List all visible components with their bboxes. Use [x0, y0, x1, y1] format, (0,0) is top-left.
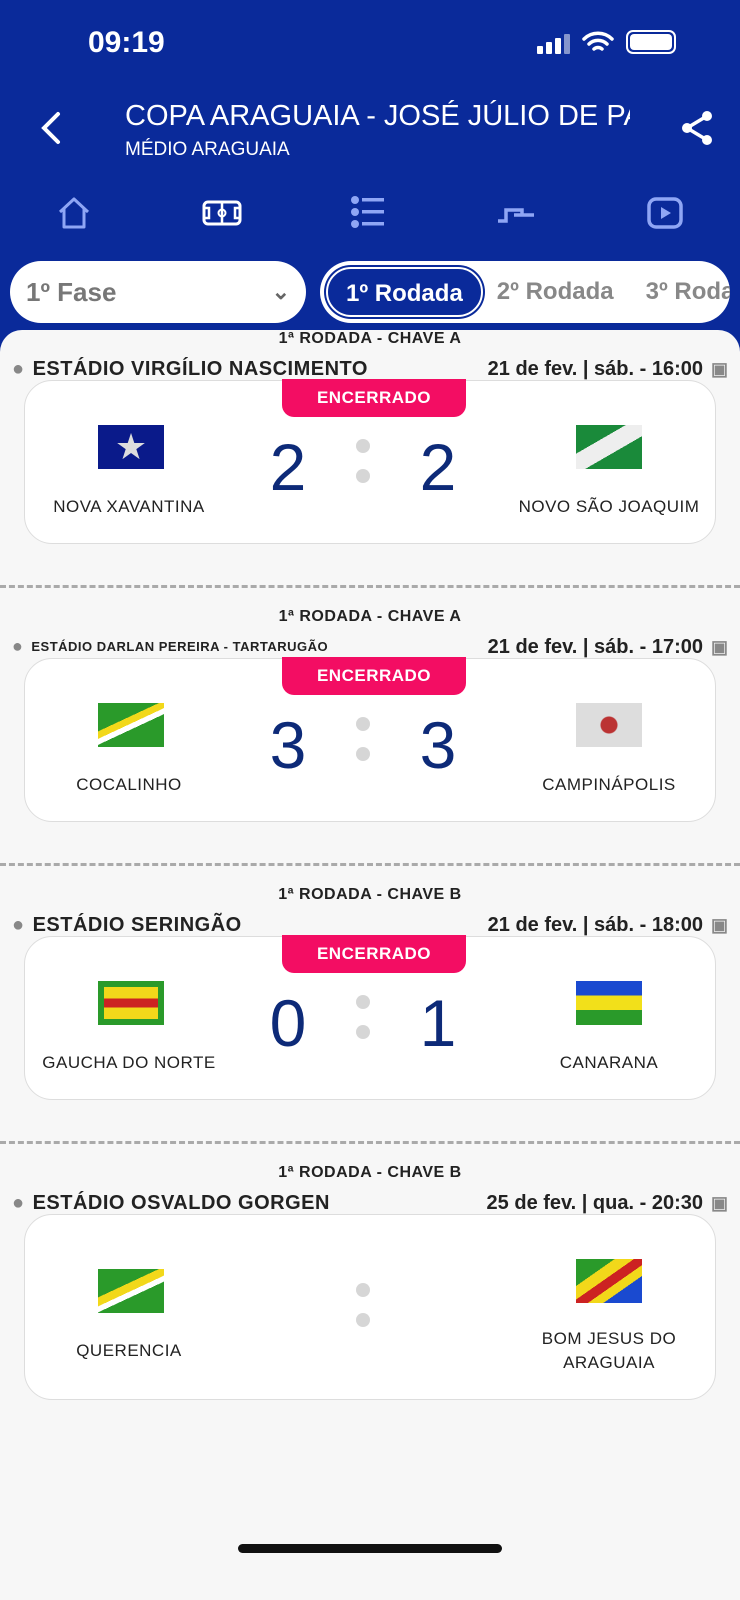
status-badge: ENCERRADO — [282, 935, 466, 973]
match-card[interactable]: QUERENCIA BOM JESUS DO ARAGUAIA — [24, 1214, 716, 1400]
match-date: 21 de fev. | sáb. - 17:00 — [487, 636, 703, 658]
round-label: 1ª RODADA - CHAVE B — [278, 1164, 462, 1181]
round-label: 1ª RODADA - CHAVE B — [278, 886, 462, 903]
calendar-icon: ▣ — [710, 359, 728, 379]
signal-icon — [537, 34, 570, 54]
score-separator — [356, 1283, 370, 1343]
match-list: 1ª RODADA - CHAVE A ● ESTÁDIO VIRGÍLIO NA… — [0, 330, 740, 1600]
home-score: 2 — [269, 430, 307, 504]
calendar-icon: ▣ — [710, 1193, 728, 1213]
match-card[interactable]: ENCERRADO 3 3 COCALINHO CAMPINÁPOLIS — [24, 657, 716, 822]
home-team-name: GAUCHA DO NORTE — [42, 1053, 216, 1072]
location-pin-icon: ● — [12, 358, 25, 380]
team-flag — [576, 981, 642, 1025]
wifi-icon — [582, 31, 614, 51]
team-flag — [98, 1269, 164, 1313]
phase-select[interactable]: 1º Fase ⌄ — [10, 261, 306, 323]
share-button[interactable] — [680, 110, 714, 146]
round-label: 1ª RODADA - CHAVE A — [278, 330, 462, 347]
divider — [0, 1141, 740, 1144]
home-team-name: COCALINHO — [76, 775, 182, 794]
location-pin-icon: ● — [12, 1192, 25, 1214]
home-team-name: QUERENCIA — [76, 1341, 182, 1360]
match-date: 21 de fev. | sáb. - 16:00 — [487, 358, 703, 380]
away-team-name: NOVO SÃO JOAQUIM — [518, 497, 700, 516]
calendar-icon: ▣ — [710, 915, 728, 935]
location-pin-icon: ● — [12, 914, 25, 936]
divider — [0, 863, 740, 866]
score-separator — [356, 439, 370, 499]
bracket-icon[interactable] — [496, 195, 536, 231]
away-team-name: CAMPINÁPOLIS — [542, 775, 676, 794]
status-badge: ENCERRADO — [282, 379, 466, 417]
page-title: COPA ARAGUAIA - JOSÉ JÚLIO DE PA — [125, 100, 630, 132]
away-team-name: CANARANA — [559, 1053, 659, 1072]
team-flag — [98, 981, 164, 1025]
round-tabs[interactable]: 1º Rodada 2º Rodada 3º Rodada — [320, 261, 730, 323]
away-team-name: BOM JESUS DO ARAGUAIA — [541, 1329, 677, 1372]
match-date: 21 de fev. | sáb. - 18:00 — [487, 914, 703, 936]
divider — [0, 585, 740, 588]
clock: 09:19 — [88, 26, 165, 59]
tab-round-1[interactable]: 1º Rodada — [326, 267, 483, 317]
away-score: 2 — [419, 430, 457, 504]
home-score: 0 — [269, 986, 307, 1060]
round-label: 1ª RODADA - CHAVE A — [278, 608, 462, 625]
team-flag: ★ — [98, 425, 164, 469]
away-score: 3 — [419, 708, 457, 782]
status-badge: ENCERRADO — [282, 657, 466, 695]
away-score: 1 — [419, 986, 457, 1060]
team-flag — [576, 1259, 642, 1303]
match-card[interactable]: ENCERRADO 0 1 GAUCHA DO NORTE CANARANA — [24, 935, 716, 1100]
venue: ESTÁDIO OSVALDO GORGEN — [32, 1192, 330, 1214]
list-icon[interactable] — [350, 195, 386, 231]
phase-value: 1º Fase — [26, 276, 117, 307]
battery-icon — [626, 30, 676, 54]
back-button[interactable] — [34, 108, 70, 148]
soccer-field-icon[interactable] — [202, 195, 242, 231]
venue: ESTÁDIO VIRGÍLIO NASCIMENTO — [32, 358, 368, 380]
venue: ESTÁDIO SERINGÃO — [32, 914, 242, 936]
team-flag — [576, 703, 642, 747]
chevron-down-icon: ⌄ — [271, 279, 290, 304]
home-icon[interactable] — [56, 195, 92, 231]
team-flag — [98, 703, 164, 747]
video-icon[interactable] — [646, 195, 684, 231]
home-team-name: NOVA XAVANTINA — [53, 497, 205, 516]
home-indicator[interactable] — [238, 1544, 502, 1553]
status-bar: 09:19 — [0, 0, 740, 80]
score-separator — [356, 995, 370, 1055]
team-flag — [576, 425, 642, 469]
venue: ESTÁDIO DARLAN PEREIRA - TARTARUGÃO — [31, 639, 329, 654]
home-score: 3 — [269, 708, 307, 782]
page-subtitle: MÉDIO ARAGUAIA — [125, 139, 290, 160]
calendar-icon: ▣ — [710, 637, 728, 657]
match-card[interactable]: ENCERRADO ★ 2 2 NOVA XAVANTINA NOVO SÃO … — [24, 379, 716, 544]
tab-round-3[interactable]: 3º Rodada — [645, 278, 730, 305]
match-date: 25 de fev. | qua. - 20:30 — [486, 1192, 703, 1214]
score-separator — [356, 717, 370, 777]
location-pin-icon: ● — [12, 636, 24, 656]
tab-round-2[interactable]: 2º Rodada — [496, 278, 614, 305]
